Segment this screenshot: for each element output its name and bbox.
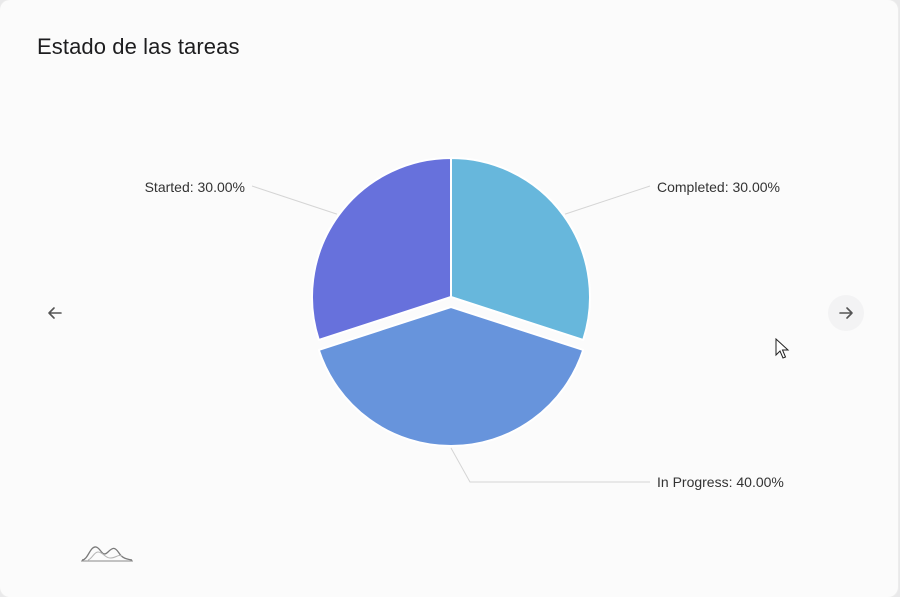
chart-logo-icon <box>81 546 133 562</box>
previous-button[interactable] <box>37 295 73 331</box>
next-button[interactable] <box>828 295 864 331</box>
pie-slice-in-progress[interactable] <box>317 306 585 447</box>
slice-label-in-progress: In Progress: 40.00% <box>657 474 784 490</box>
arrow-left-icon <box>48 307 62 319</box>
slice-label-started: Started: 30.00% <box>145 179 245 195</box>
leader-line <box>564 185 651 215</box>
arrow-right-icon <box>839 307 853 319</box>
leader-line <box>450 447 650 483</box>
pie-slice-completed[interactable] <box>450 157 591 341</box>
leader-line <box>251 185 338 215</box>
pie-slice-started[interactable] <box>311 157 452 341</box>
slice-label-completed: Completed: 30.00% <box>657 179 780 195</box>
mouse-pointer-icon <box>775 338 790 359</box>
chart-title: Estado de las tareas <box>37 34 240 59</box>
